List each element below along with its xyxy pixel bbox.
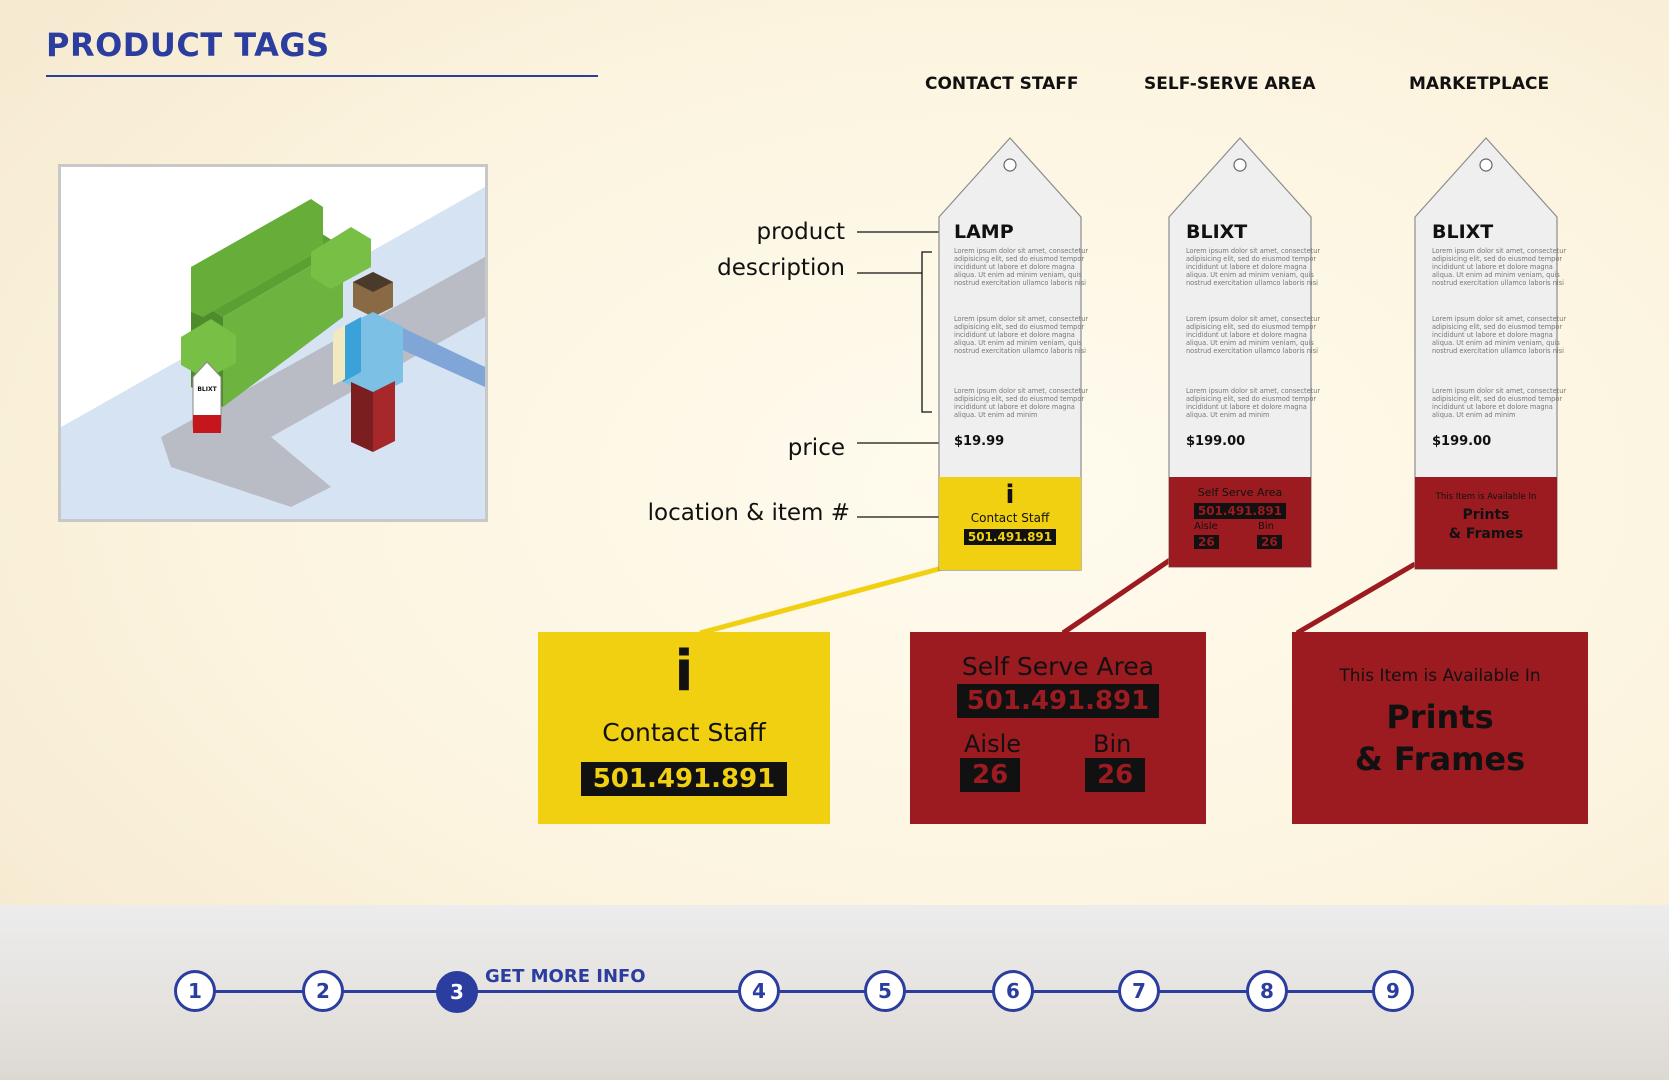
- step-3-button[interactable]: 3: [436, 971, 478, 1013]
- product-tag-lamp: LAMP Lorem ipsum dolor sit amet, consect…: [938, 137, 1088, 573]
- tag-description: Lorem ipsum dolor sit amet, consectetur …: [1432, 315, 1567, 356]
- tag-description: Lorem ipsum dolor sit amet, consectetur …: [954, 247, 1089, 288]
- zoom-available-label: This Item is Available In: [1339, 666, 1541, 686]
- tag-shape: [1414, 137, 1558, 570]
- tag-item-row: 501.491.891: [1168, 500, 1312, 519]
- zoom-item-number: 501.491.891: [956, 684, 1160, 718]
- zoom-aisle-label: Aisle: [964, 730, 1022, 758]
- tag-description: Lorem ipsum dolor sit amet, consectetur …: [1432, 247, 1567, 288]
- annotation-price: price: [787, 435, 845, 461]
- tag-product-name: LAMP: [954, 221, 1014, 243]
- zoom-bin-number: 26: [1085, 758, 1146, 792]
- tag-location-label: Self Serve Area: [1197, 486, 1283, 499]
- zoom-item-row: 501.491.891: [910, 684, 1206, 718]
- zoom-bin-label: Bin: [1093, 730, 1132, 758]
- column-heading-self-serve-area: SELF-SERVE AREA: [1144, 74, 1316, 94]
- active-step-label[interactable]: GET MORE INFO: [485, 966, 646, 987]
- tag-bin-number: 26: [1257, 535, 1282, 549]
- step-1-button[interactable]: 1: [174, 970, 216, 1012]
- zoom-section-line1: Prints: [1386, 698, 1494, 736]
- tag-description: Lorem ipsum dolor sit amet, consectetur …: [1186, 315, 1321, 356]
- column-heading-marketplace: MARKETPLACE: [1409, 74, 1550, 94]
- tag-price: $199.00: [1432, 434, 1492, 449]
- zoom-item-row: 501.491.891: [538, 762, 830, 796]
- annotation-product: product: [756, 219, 845, 245]
- tag-section-line2: & Frames: [1448, 526, 1524, 542]
- tag-description: Lorem ipsum dolor sit amet, consectetur …: [1186, 387, 1321, 420]
- tag-bin-label: Bin: [1258, 521, 1274, 532]
- tag-product-name: BLIXT: [1186, 221, 1248, 243]
- step-9-button[interactable]: 9: [1372, 970, 1414, 1012]
- step-6-button[interactable]: 6: [992, 970, 1034, 1012]
- column-heading-contact-staff: CONTACT STAFF: [925, 74, 1079, 94]
- zoom-item-number: 501.491.891: [580, 762, 788, 796]
- zoom-panel-marketplace: This Item is Available In Prints & Frame…: [1292, 632, 1588, 824]
- tag-description: Lorem ipsum dolor sit amet, consectetur …: [954, 315, 1089, 356]
- zoom-aisle-number: 26: [960, 758, 1021, 792]
- zoom-panel-contact-staff: i Contact Staff 501.491.891: [538, 632, 830, 824]
- step-7-button[interactable]: 7: [1118, 970, 1160, 1012]
- tag-available-label: This Item is Available In: [1435, 492, 1537, 502]
- tag-aisle-number: 26: [1194, 535, 1219, 549]
- info-icon: i: [1005, 480, 1015, 510]
- step-5-button[interactable]: 5: [864, 970, 906, 1012]
- tag-price: $199.00: [1186, 434, 1246, 449]
- title-underline: [46, 75, 598, 77]
- step-4-button[interactable]: 4: [738, 970, 780, 1012]
- tag-price: $19.99: [954, 434, 1005, 449]
- zoom-location-label: Contact Staff: [602, 718, 766, 747]
- tag-item-number: 501.491.891: [1193, 503, 1287, 519]
- isometric-scene: BLIXT: [61, 167, 485, 519]
- zoom-panel-self-serve: Self Serve Area 501.491.891 Aisle Bin 26…: [910, 632, 1206, 824]
- tag-shape: [938, 137, 1082, 571]
- product-tag-marketplace: BLIXT Lorem ipsum dolor sit amet, consec…: [1414, 137, 1566, 573]
- info-icon: i: [674, 639, 694, 704]
- steps-connector-line: [200, 990, 1395, 993]
- tag-product-name: BLIXT: [1432, 221, 1494, 243]
- tag-description: Lorem ipsum dolor sit amet, consectetur …: [1186, 247, 1321, 288]
- store-illustration: BLIXT: [58, 164, 488, 522]
- page-title: PRODUCT TAGS: [46, 26, 330, 64]
- illustration-tag-text: BLIXT: [197, 386, 217, 393]
- zoom-section-line2: & Frames: [1354, 740, 1526, 778]
- step-2-button[interactable]: 2: [302, 970, 344, 1012]
- tag-item-number: 501.491.891: [963, 529, 1057, 545]
- tag-description: Lorem ipsum dolor sit amet, consectetur …: [954, 387, 1089, 420]
- annotation-location: location & item #: [647, 500, 850, 526]
- tag-section-line1: Prints: [1462, 507, 1510, 523]
- tag-aisle-label: Aisle: [1194, 521, 1218, 532]
- annotation-description: description: [717, 255, 845, 281]
- zoom-location-label: Self Serve Area: [961, 652, 1155, 681]
- step-8-button[interactable]: 8: [1246, 970, 1288, 1012]
- product-tag-self-serve: BLIXT Lorem ipsum dolor sit amet, consec…: [1168, 137, 1320, 573]
- tag-description: Lorem ipsum dolor sit amet, consectetur …: [1432, 387, 1567, 420]
- tag-shape: [1168, 137, 1312, 568]
- tag-location-label: Contact Staff: [970, 511, 1050, 525]
- tag-location-block: i Contact Staff 501.491.891: [938, 481, 1082, 545]
